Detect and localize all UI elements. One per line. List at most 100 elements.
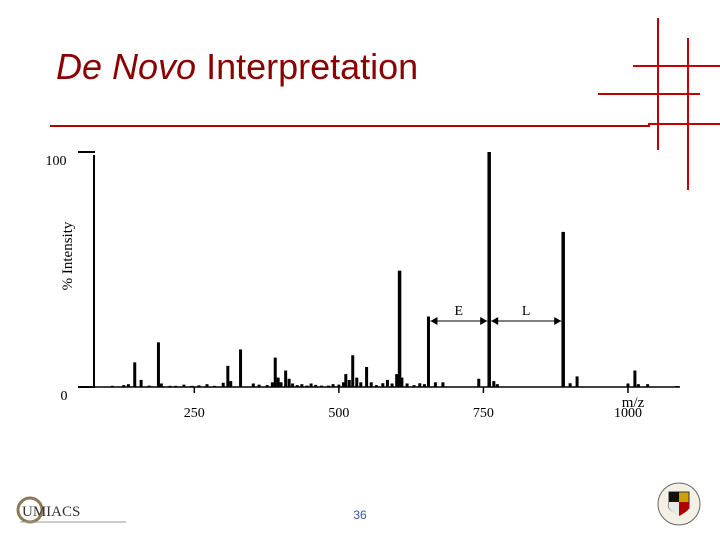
- peak-70: [646, 384, 650, 387]
- peak-4: [139, 379, 143, 387]
- peak-40: [347, 379, 351, 387]
- peak-52: [400, 377, 404, 387]
- peak-7: [159, 383, 163, 387]
- peak-2: [126, 384, 130, 387]
- peak-28: [291, 383, 295, 387]
- peak-41: [351, 355, 355, 387]
- x-tick-label-500: 500: [328, 406, 349, 421]
- peak-19: [251, 383, 255, 387]
- title-rule: [50, 125, 650, 127]
- peak-32: [309, 383, 313, 387]
- peak-27: [287, 378, 291, 387]
- peak-13: [205, 384, 209, 387]
- y-tick-label-100: 100: [46, 154, 67, 169]
- page-number: 36: [353, 508, 367, 522]
- peak-17: [229, 381, 233, 387]
- span-label-L: L: [522, 304, 531, 319]
- peak-59: [441, 382, 445, 387]
- peak-9: [174, 385, 178, 387]
- peak-30: [300, 384, 304, 387]
- spectrum-peaks: [110, 152, 679, 388]
- slide-title-rest: Interpretation: [196, 46, 419, 87]
- peak-6: [156, 342, 160, 387]
- peak-14: [213, 385, 217, 387]
- x-axis-ticks: 250 500 750 1000: [184, 387, 642, 421]
- peak-37: [337, 384, 341, 387]
- peak-22: [270, 382, 274, 387]
- corner-line-h1: [633, 65, 720, 67]
- peak-20: [257, 384, 261, 387]
- span-arrowhead-E-right: [480, 317, 488, 325]
- peak-61: [487, 152, 491, 387]
- peak-57: [426, 316, 430, 387]
- span-arrowhead-E-left: [430, 317, 438, 325]
- peak-1: [122, 385, 126, 387]
- peak-67: [626, 383, 630, 387]
- corner-line-v2: [687, 38, 689, 190]
- x-tick-label-1000: 1000: [614, 406, 642, 421]
- peak-10: [182, 384, 186, 387]
- peak-49: [390, 383, 394, 387]
- y-axis-label: % Intensity: [60, 221, 76, 290]
- peak-51: [397, 270, 402, 387]
- peak-42: [355, 377, 359, 387]
- peak-38: [341, 382, 345, 387]
- peak-66: [575, 376, 579, 387]
- university-seal-icon: [656, 480, 702, 528]
- peak-35: [326, 385, 330, 387]
- peak-0: [110, 385, 114, 387]
- peak-23: [273, 357, 277, 387]
- peak-45: [369, 382, 373, 387]
- peak-54: [412, 385, 416, 387]
- y-tick-label-0: 0: [61, 389, 68, 404]
- slide-title: De Novo Interpretation: [56, 46, 418, 88]
- peak-16: [226, 365, 230, 387]
- logo-text: UMIACS: [22, 504, 80, 520]
- peak-24: [276, 377, 280, 387]
- peak-63: [495, 384, 499, 387]
- corner-line-v1: [657, 18, 659, 150]
- corner-line-h3: [648, 123, 720, 125]
- peak-43: [359, 382, 363, 387]
- peak-53: [405, 383, 409, 387]
- peak-12: [197, 385, 201, 387]
- slide-title-italic: De Novo: [56, 46, 197, 87]
- peak-69: [636, 384, 640, 387]
- x-axis-label: m/z: [622, 395, 645, 411]
- peak-34: [320, 385, 324, 387]
- peak-31: [305, 385, 309, 387]
- peak-26: [284, 370, 288, 387]
- x-tick-label-750: 750: [473, 406, 494, 421]
- peak-25: [279, 382, 283, 387]
- peak-8: [168, 385, 172, 387]
- peak-36: [331, 384, 335, 387]
- peak-3: [133, 362, 137, 387]
- x-tick-label-250: 250: [184, 406, 205, 421]
- peak-48: [385, 379, 389, 387]
- peak-65: [568, 383, 572, 387]
- peak-56: [422, 384, 426, 387]
- span-arrowhead-L-right: [554, 317, 562, 325]
- span-label-E: E: [455, 304, 464, 319]
- peak-58: [433, 382, 437, 387]
- peak-55: [418, 383, 422, 387]
- span-arrowhead-L-left: [491, 317, 499, 325]
- corner-line-h2: [598, 93, 700, 95]
- peak-60: [477, 378, 481, 387]
- peak-47: [381, 383, 385, 387]
- peak-44: [365, 367, 369, 387]
- peak-71: [675, 386, 679, 388]
- umiacs-logo: UMIACS: [14, 494, 134, 528]
- peak-33: [314, 384, 318, 387]
- peak-50: [395, 374, 399, 387]
- peak-21: [265, 385, 269, 387]
- y-axis-ticks: [78, 151, 95, 388]
- peak-39: [344, 374, 348, 387]
- peak-64: [561, 231, 565, 387]
- peak-11: [190, 385, 194, 387]
- peak-62: [492, 381, 496, 387]
- peak-18: [239, 349, 243, 387]
